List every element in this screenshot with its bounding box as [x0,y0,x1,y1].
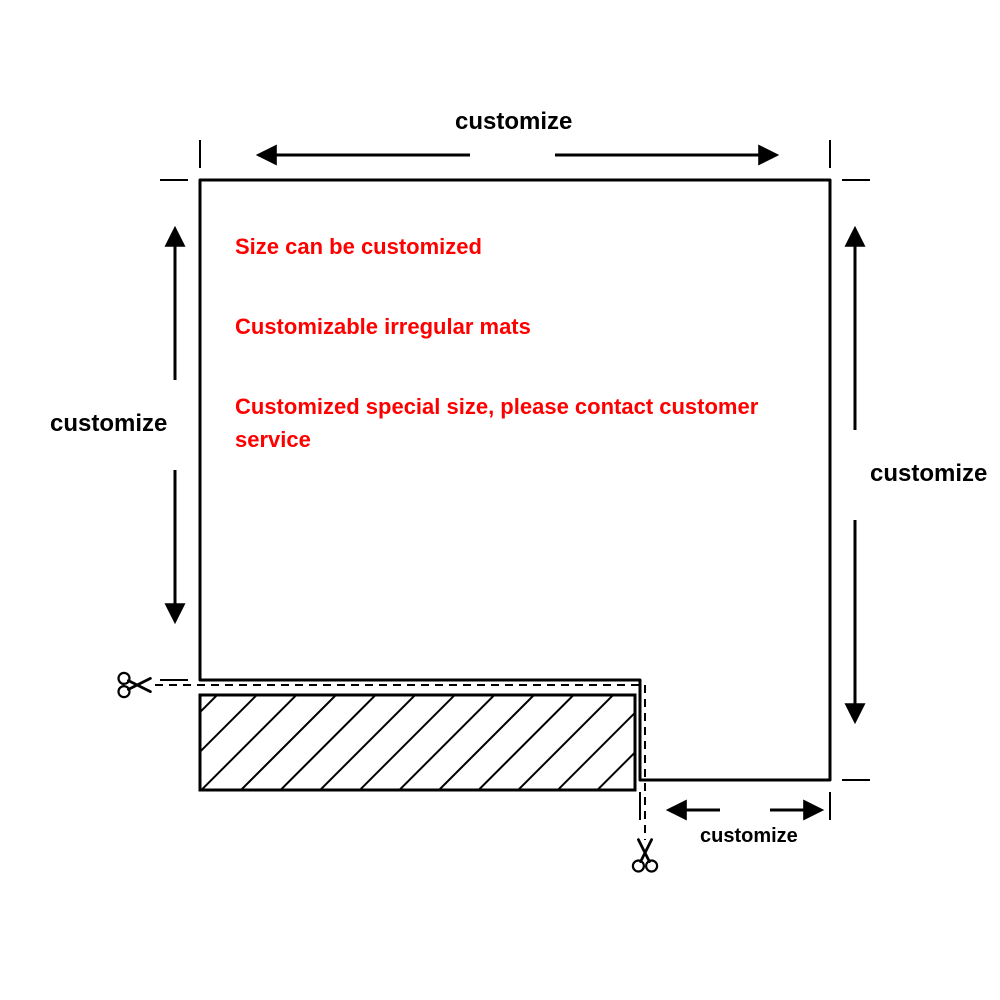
message-line-1: Size can be customized [235,230,482,263]
message-line-3: Customized special size, please contact … [235,390,795,456]
scissors-icon [633,840,657,872]
mat-outline [200,180,830,780]
cutout-hatched-area [200,695,635,790]
message-line-2: Customizable irregular mats [235,310,531,343]
dimension-label-left: customize [50,410,167,438]
dimension-label-top: customize [455,108,572,136]
dimension-label-bottom-right: customize [700,825,798,848]
scissors-icon [119,673,151,697]
dimension-label-right: customize [870,460,987,488]
